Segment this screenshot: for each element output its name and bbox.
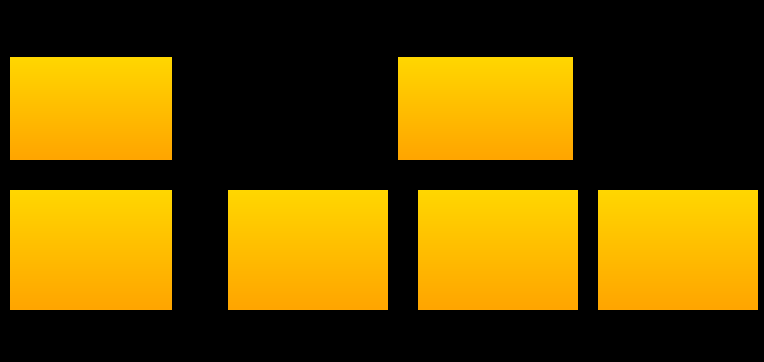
Text: object: object <box>452 227 510 245</box>
Text: class: class <box>448 118 495 136</box>
Text: object: object <box>305 227 364 245</box>
Text: Singleton class: Singleton class <box>96 118 237 136</box>
Text: Single object: Single object <box>105 227 227 245</box>
Text: object: object <box>592 227 650 245</box>
